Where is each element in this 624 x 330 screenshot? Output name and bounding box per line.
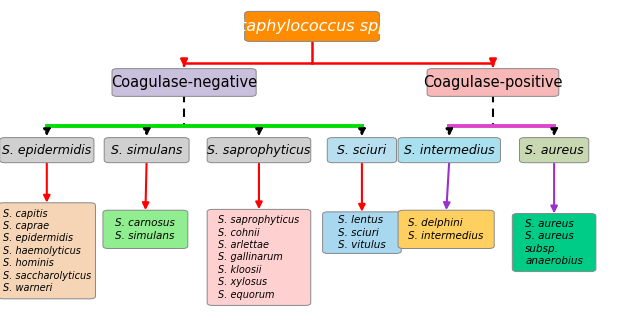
Text: S. capitis
S. caprae
S. epidermidis
S. haemolyticus
S. hominis
S. saccharolyticu: S. capitis S. caprae S. epidermidis S. h… bbox=[2, 209, 91, 293]
FancyBboxPatch shape bbox=[398, 138, 500, 163]
FancyBboxPatch shape bbox=[512, 214, 596, 272]
Text: S. epidermidis: S. epidermidis bbox=[2, 144, 92, 157]
FancyBboxPatch shape bbox=[327, 138, 397, 163]
Text: S. saprophyticus: S. saprophyticus bbox=[207, 144, 311, 157]
Text: S. lentus
S. sciuri
S. vitulus: S. lentus S. sciuri S. vitulus bbox=[338, 215, 386, 250]
FancyBboxPatch shape bbox=[519, 138, 589, 163]
FancyBboxPatch shape bbox=[245, 11, 379, 41]
FancyBboxPatch shape bbox=[0, 138, 94, 163]
Text: S. carnosus
S. simulans: S. carnosus S. simulans bbox=[115, 218, 175, 241]
Text: S. sciuri: S. sciuri bbox=[338, 144, 386, 157]
FancyBboxPatch shape bbox=[398, 210, 494, 248]
Text: S. aureus
S. aureus
subsp.
anaerobius: S. aureus S. aureus subsp. anaerobius bbox=[525, 219, 583, 266]
Text: S. delphini
S. intermedius: S. delphini S. intermedius bbox=[409, 218, 484, 241]
FancyBboxPatch shape bbox=[207, 138, 311, 163]
FancyBboxPatch shape bbox=[0, 203, 95, 299]
FancyBboxPatch shape bbox=[323, 212, 401, 253]
Text: S. aureus: S. aureus bbox=[525, 144, 583, 157]
FancyBboxPatch shape bbox=[104, 138, 189, 163]
FancyBboxPatch shape bbox=[207, 209, 311, 306]
Text: S. simulans: S. simulans bbox=[111, 144, 182, 157]
Text: S. intermedius: S. intermedius bbox=[404, 144, 495, 157]
FancyBboxPatch shape bbox=[427, 69, 559, 96]
Text: Coagulase-positive: Coagulase-positive bbox=[423, 75, 563, 90]
FancyBboxPatch shape bbox=[112, 69, 256, 96]
Text: Staphylococcus spp.: Staphylococcus spp. bbox=[230, 19, 394, 34]
Text: Coagulase-negative: Coagulase-negative bbox=[111, 75, 257, 90]
FancyBboxPatch shape bbox=[103, 210, 188, 248]
Text: S. saprophyticus
S. cohnii
S. arlettae
S. gallinarum
S. kloosii
S. xylosus
S. eq: S. saprophyticus S. cohnii S. arlettae S… bbox=[218, 215, 300, 300]
